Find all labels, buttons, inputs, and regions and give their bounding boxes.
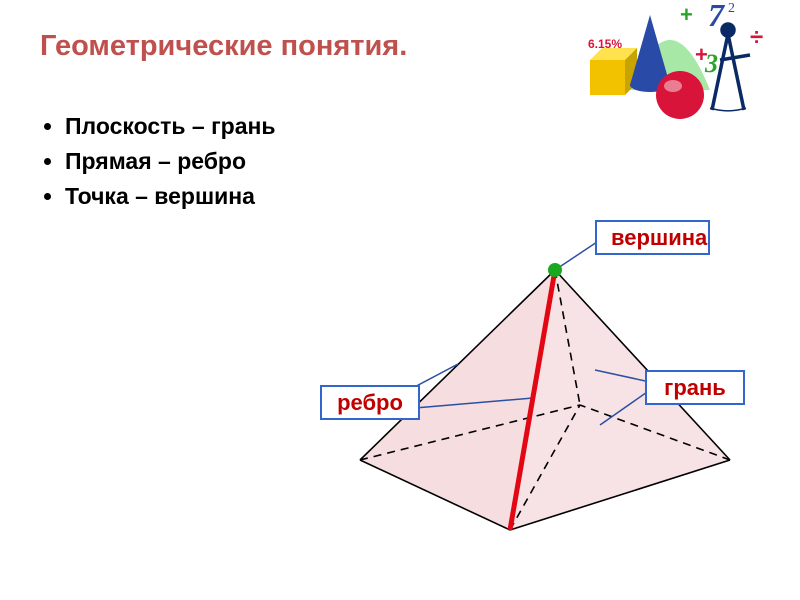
plus-glyph: + (680, 2, 693, 27)
three-glyph: 3 (704, 49, 718, 78)
seven-exp-glyph: 2 (728, 1, 735, 16)
list-item: Точка – вершина (65, 183, 760, 210)
sphere-icon (656, 71, 704, 119)
percent-glyph: 6.15% (588, 37, 622, 51)
label-vertex: вершина (595, 220, 710, 255)
cube-icon (590, 48, 637, 95)
seven-glyph: 7 (708, 0, 726, 33)
label-face: грань (645, 370, 745, 405)
list-item: Прямая – ребро (65, 148, 760, 175)
tetrahedron-figure: вершина ребро грань (300, 230, 770, 560)
divide-glyph: ÷ (750, 24, 763, 51)
slide: 7 2 + + 3 ÷ 6.15% Геометрические понятия… (0, 0, 800, 600)
label-edge: ребро (320, 385, 420, 420)
vertex-dot (548, 263, 562, 277)
math-clipart: 7 2 + + 3 ÷ 6.15% (570, 0, 770, 130)
